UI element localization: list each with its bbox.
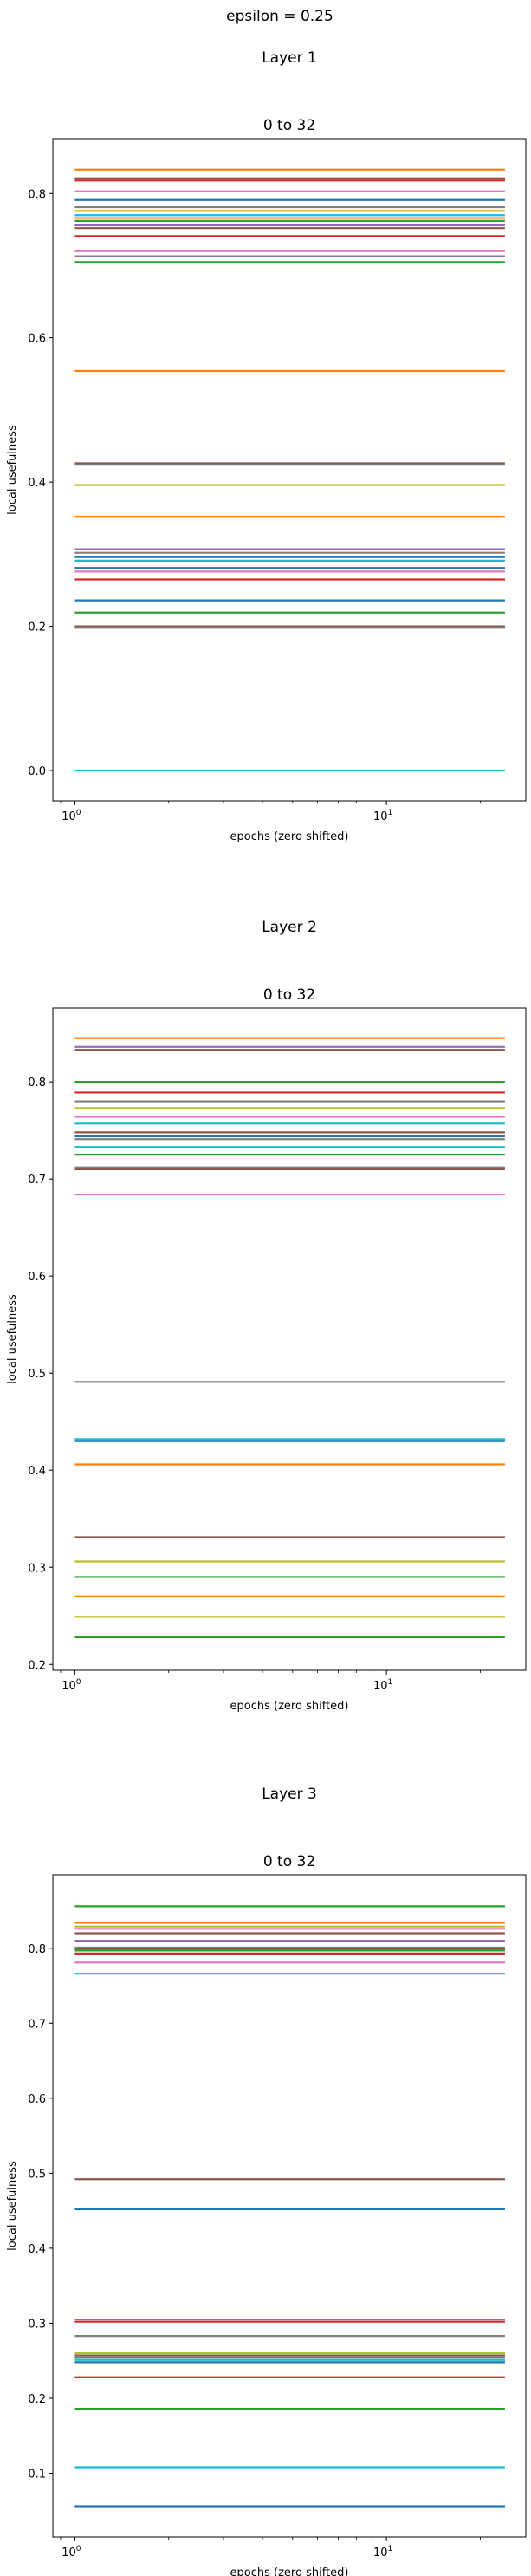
x-tick-base: 10 xyxy=(373,2547,388,2560)
x-tick-base: 10 xyxy=(373,1680,388,1693)
axes-frame xyxy=(52,138,527,802)
y-tick-label: 0.2 xyxy=(28,1659,46,1672)
x-tick-exponent: 0 xyxy=(76,809,81,817)
y-tick-label: 0.2 xyxy=(28,2393,46,2406)
y-tick-label: 0.1 xyxy=(28,2468,46,2481)
y-tick-label: 0.5 xyxy=(28,2168,46,2181)
x-tick-base: 10 xyxy=(62,1680,76,1693)
x-tick-label: 100 xyxy=(62,1678,81,1693)
figure-suptitle: epsilon = 0.25 xyxy=(226,8,333,25)
y-tick-label: 0.7 xyxy=(28,1174,46,1187)
y-tick-label: 0.7 xyxy=(28,2018,46,2031)
chart-panel-3: Layer 30 to 320.10.20.30.40.50.60.70.810… xyxy=(6,1786,527,2576)
y-tick-label: 0.4 xyxy=(28,2243,46,2256)
x-axis-label: epochs (zero shifted) xyxy=(230,1700,349,1713)
y-tick-label: 0.8 xyxy=(28,1077,46,1090)
y-tick-label: 0.4 xyxy=(28,477,46,490)
y-axis-label: local usefulness xyxy=(6,425,19,515)
y-tick-label: 0.6 xyxy=(28,2093,46,2106)
x-tick-exponent: 1 xyxy=(388,809,393,817)
y-tick-label: 0.3 xyxy=(28,1562,46,1575)
y-tick-label: 0.3 xyxy=(28,2318,46,2331)
x-tick-label: 100 xyxy=(62,809,81,823)
y-tick-label: 0.8 xyxy=(28,188,46,201)
series-group xyxy=(74,1905,505,2508)
x-tick-label: 101 xyxy=(373,2545,392,2560)
x-tick-exponent: 0 xyxy=(76,2545,81,2553)
x-tick-exponent: 1 xyxy=(388,2545,393,2553)
y-tick-label: 0.6 xyxy=(28,333,46,346)
axes-title: 0 to 32 xyxy=(263,117,315,134)
x-tick-base: 10 xyxy=(373,810,388,823)
x-axis-label: epochs (zero shifted) xyxy=(230,2566,349,2576)
x-tick-exponent: 0 xyxy=(76,1678,81,1687)
series-group xyxy=(74,1037,505,1639)
axes-frame xyxy=(52,1874,527,2538)
y-axis-label: local usefulness xyxy=(6,2161,19,2251)
y-tick-label: 0.6 xyxy=(28,1271,46,1284)
x-tick-base: 10 xyxy=(62,810,76,823)
axes-frame xyxy=(52,1007,527,1671)
layer-title: Layer 3 xyxy=(262,1786,317,1803)
series-group xyxy=(74,168,505,772)
y-tick-label: 0.2 xyxy=(28,621,46,634)
axes-title: 0 to 32 xyxy=(263,1853,315,1870)
y-tick-label: 0.0 xyxy=(28,765,46,778)
x-tick-label: 101 xyxy=(373,809,392,823)
x-tick-exponent: 1 xyxy=(388,1678,393,1687)
y-tick-label: 0.8 xyxy=(28,1943,46,1956)
y-axis-label: local usefulness xyxy=(6,1294,19,1384)
x-tick-base: 10 xyxy=(62,2547,76,2560)
layer-title: Layer 1 xyxy=(262,49,317,67)
x-tick-label: 100 xyxy=(62,2545,81,2560)
y-tick-label: 0.5 xyxy=(28,1368,46,1381)
layer-title: Layer 2 xyxy=(262,919,317,936)
y-tick-label: 0.4 xyxy=(28,1465,46,1478)
x-axis-label: epochs (zero shifted) xyxy=(230,830,349,843)
axes-title: 0 to 32 xyxy=(263,986,315,1004)
x-tick-label: 101 xyxy=(373,1678,392,1693)
